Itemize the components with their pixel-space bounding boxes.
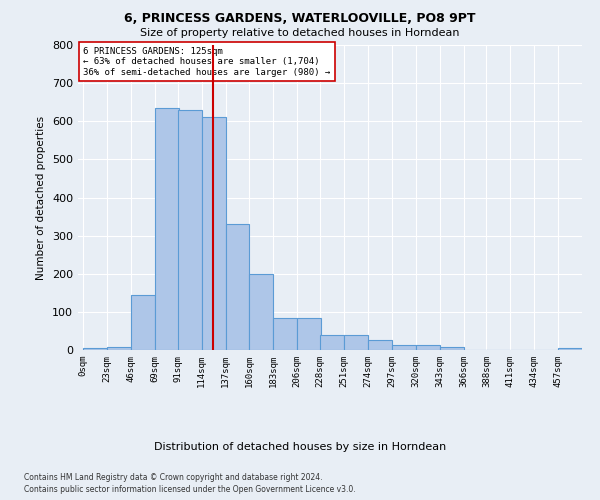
Bar: [558, 348, 582, 350]
Bar: [155, 108, 179, 350]
Text: Contains public sector information licensed under the Open Government Licence v3: Contains public sector information licen…: [24, 485, 356, 494]
Bar: [320, 335, 344, 350]
Bar: [297, 318, 321, 350]
Y-axis label: Number of detached properties: Number of detached properties: [37, 116, 46, 280]
Bar: [226, 224, 250, 350]
Text: 6, PRINCESS GARDENS, WATERLOOVILLE, PO8 9PT: 6, PRINCESS GARDENS, WATERLOOVILLE, PO8 …: [124, 12, 476, 26]
Bar: [178, 110, 202, 350]
Bar: [202, 118, 226, 350]
Bar: [368, 340, 392, 350]
Bar: [83, 348, 107, 350]
Text: Contains HM Land Registry data © Crown copyright and database right 2024.: Contains HM Land Registry data © Crown c…: [24, 472, 323, 482]
Bar: [344, 335, 368, 350]
Bar: [274, 318, 297, 350]
Bar: [392, 346, 416, 350]
Bar: [107, 347, 131, 350]
Bar: [440, 347, 464, 350]
Text: Size of property relative to detached houses in Horndean: Size of property relative to detached ho…: [140, 28, 460, 38]
Bar: [131, 294, 155, 350]
Text: Distribution of detached houses by size in Horndean: Distribution of detached houses by size …: [154, 442, 446, 452]
Bar: [416, 346, 440, 350]
Text: 6 PRINCESS GARDENS: 125sqm
← 63% of detached houses are smaller (1,704)
36% of s: 6 PRINCESS GARDENS: 125sqm ← 63% of deta…: [83, 47, 331, 76]
Bar: [250, 274, 274, 350]
